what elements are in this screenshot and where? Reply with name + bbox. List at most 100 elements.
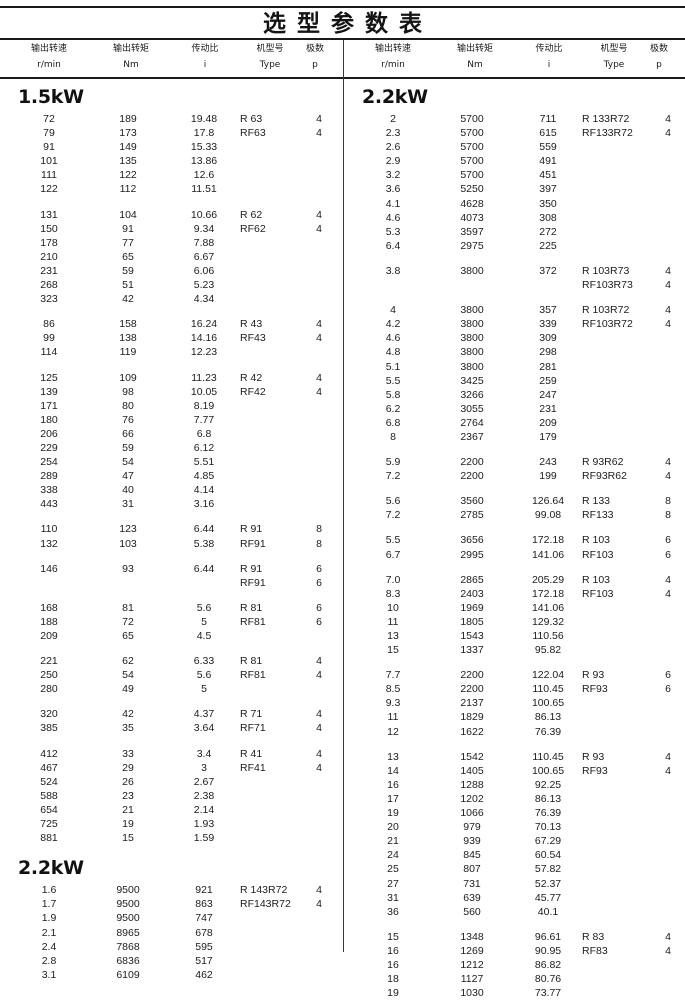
cell-ratio: 921: [195, 884, 213, 897]
cell-ratio: 99.08: [534, 509, 562, 522]
cell-output-torque: 1337: [460, 644, 484, 657]
cell-ratio: 172.18: [531, 587, 565, 600]
cell-ratio: 5.23: [193, 279, 215, 292]
cell-output-torque: 33: [122, 747, 134, 760]
cell-ratio: 6.12: [193, 441, 215, 454]
cell-type: RF103R72: [582, 318, 633, 331]
cell-output-speed: 21: [387, 835, 399, 848]
cell-ratio: 209: [539, 416, 557, 429]
cell-output-speed: 101: [40, 155, 58, 168]
cell-ratio: 863: [195, 898, 213, 911]
cell-type: R 91: [240, 562, 263, 575]
header-output-speed-cn: 输出转速: [374, 44, 411, 54]
spec-group: 1.6 9500 921 R 143R72 4 1.7 9500 863 RF143R72 4 1.…: [0, 883, 343, 982]
table-row: 524 26 2.67: [0, 775, 343, 789]
cell-output-speed: 15: [387, 930, 399, 943]
cell-output-speed: 110: [40, 523, 58, 536]
cell-ratio: 6.44: [193, 562, 215, 575]
cell-output-speed: 320: [40, 708, 58, 721]
cell-output-speed: 250: [40, 669, 58, 682]
cell-output-speed: 1.7: [41, 898, 57, 911]
cell-poles: 6: [316, 576, 322, 589]
table-row: 1.9 9500 747: [0, 911, 343, 925]
cell-output-speed: 5.5: [385, 374, 401, 387]
cell-output-speed: 114: [40, 346, 58, 359]
cell-output-torque: 19: [122, 818, 134, 831]
header-output-speed: 输出转速 r/min: [352, 42, 434, 73]
cell-ratio: 17.8: [193, 127, 215, 140]
cell-output-speed: 24: [387, 849, 399, 862]
cell-ratio: 100.65: [531, 697, 565, 710]
table-row: 221 62 6.33 R 81 4: [0, 654, 343, 668]
cell-output-speed: 6.2: [385, 402, 401, 415]
cell-output-torque: 2975: [460, 239, 484, 252]
cell-output-speed: 5.5: [385, 534, 401, 547]
table-row: 2.3 5700 615 RF133R72 4: [344, 126, 685, 140]
cell-poles: 8: [316, 537, 322, 550]
spec-group: 3.8 3800 372 R 103R73 4 RF103R73 4: [344, 264, 685, 292]
cell-output-speed: 6.8: [385, 416, 401, 429]
cell-type: RF83: [582, 944, 608, 957]
table-row: 3.8 3800 372 R 103R73 4: [344, 264, 685, 278]
cell-ratio: 110.45: [532, 683, 564, 696]
table-row: 2 5700 711 R 133R72 4: [344, 112, 685, 126]
cell-output-speed: 2: [390, 113, 396, 125]
cell-ratio: 243: [539, 456, 557, 469]
cell-ratio: 67.29: [534, 835, 562, 848]
cell-output-speed: 3.2: [385, 169, 401, 182]
cell-output-speed: 16: [387, 958, 399, 971]
spec-sheet: 选型参数表 输出转速 r/min 输出转矩 Nm 传动比 i 机型号 Type …: [0, 6, 685, 999]
cell-ratio: 76.39: [534, 807, 562, 820]
header-output-speed: 输出转速 r/min: [8, 42, 90, 73]
cell-ratio: 678: [195, 926, 213, 939]
power-rating-heading: 1.5kW: [18, 86, 84, 108]
table-row: 5.8 3266 247: [344, 388, 685, 402]
cell-ratio: 615: [539, 127, 557, 140]
cell-ratio: 8.19: [193, 399, 215, 412]
cell-type: R 43: [240, 318, 263, 331]
cell-type: RF103R73: [582, 279, 633, 292]
cell-type: R 63: [240, 113, 263, 125]
table-row: 2.8 6836 517: [0, 954, 343, 968]
cell-ratio: 205.29: [531, 573, 565, 586]
cell-ratio: 5: [201, 683, 207, 696]
table-row: 16 1212 86.82: [344, 958, 685, 972]
cell-poles: 4: [316, 332, 322, 345]
cell-output-torque: 3425: [460, 374, 484, 387]
header-output-torque-cn: 输出转矩: [456, 44, 493, 54]
cell-output-speed: 150: [40, 222, 58, 235]
table-row: 6.2 3055 231: [344, 402, 685, 416]
cell-output-speed: 2.3: [385, 127, 401, 140]
cell-output-torque: 5700: [460, 169, 484, 182]
cell-output-speed: 3.8: [385, 264, 401, 277]
cell-ratio: 141.06: [531, 601, 565, 614]
cell-type: RF103: [582, 587, 614, 600]
spec-group: 125 109 11.23 R 42 4 139 98 10.05 RF42 4 171 80 8.19…: [0, 371, 343, 512]
table-row: 36 560 40.1: [344, 905, 685, 919]
cell-output-speed: 99: [43, 332, 55, 345]
cell-poles: 4: [665, 127, 671, 140]
table-row: 725 19 1.93: [0, 817, 343, 831]
table-row: 146 93 6.44 R 91 6: [0, 562, 343, 576]
cell-output-speed: 221: [40, 655, 58, 668]
cell-ratio: 298: [539, 346, 557, 359]
cell-poles: 4: [665, 113, 671, 125]
cell-output-torque: 47: [122, 470, 134, 483]
cell-ratio: 2.14: [193, 803, 215, 816]
cell-output-torque: 49: [122, 683, 134, 696]
table-row: 250 54 5.6 RF81 4: [0, 668, 343, 682]
cell-output-torque: 3800: [460, 304, 484, 317]
cell-ratio: 3.16: [193, 498, 215, 511]
cell-poles: 6: [665, 534, 671, 547]
header-poles-unit: p: [656, 60, 662, 70]
spec-group: 7.0 2865 205.29 R 103 4 8.3 2403 172.18 RF103 4 10…: [344, 573, 685, 658]
cell-ratio: 6.44: [193, 523, 215, 536]
table-row: 8 2367 179: [344, 430, 685, 444]
spec-group: 2 5700 711 R 133R72 4 2.3 5700 615 RF133R72 4 2.6 5…: [344, 112, 685, 253]
header-output-torque-unit: Nm: [123, 60, 139, 70]
cell-output-torque: 3656: [460, 534, 484, 547]
table-row: 15 1348 96.61 R 83 4: [344, 930, 685, 944]
cell-poles: 4: [665, 456, 671, 469]
cell-output-speed: 18: [387, 973, 399, 986]
cell-output-torque: 98: [122, 385, 134, 398]
